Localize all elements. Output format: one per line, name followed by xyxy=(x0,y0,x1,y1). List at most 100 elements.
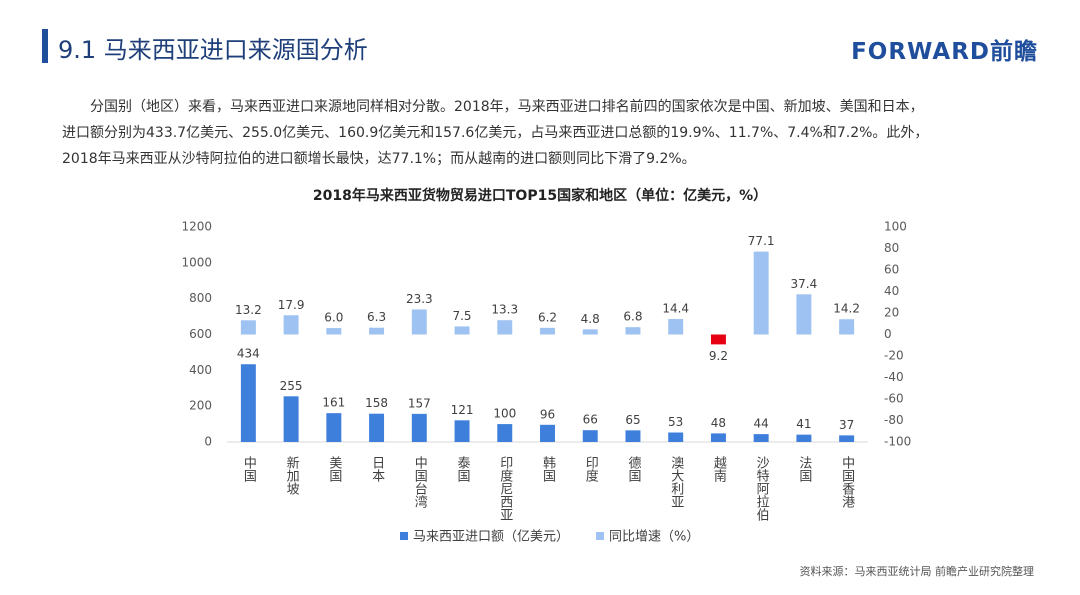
data-label: 96 xyxy=(540,407,555,421)
source: 资料来源：马来西亚统计局 前瞻产业研究院整理 xyxy=(799,565,1035,578)
data-label: 44 xyxy=(754,417,769,431)
data-label: 161 xyxy=(322,396,345,410)
bar xyxy=(240,364,256,442)
legend-swatch xyxy=(400,532,408,540)
title-accent xyxy=(42,29,48,63)
bar xyxy=(411,309,427,335)
x-tick-label: 中国 xyxy=(241,456,256,482)
bar xyxy=(283,315,299,335)
bar xyxy=(540,327,555,335)
paragraph-line: 分国别（地区）来看，马来西亚进口来源地同样相对分散。2018年，马来西亚进口排名… xyxy=(90,99,924,115)
bar xyxy=(668,319,684,335)
data-label: 17.9 xyxy=(278,298,305,312)
data-label: 6.3 xyxy=(367,310,386,324)
data-label: 23.3 xyxy=(406,292,433,306)
bar xyxy=(540,424,555,442)
y-tick-label: 1200 xyxy=(181,220,212,234)
y2-tick-label: 0 xyxy=(884,327,892,341)
data-label: 13.2 xyxy=(235,303,262,317)
data-label: 100 xyxy=(493,407,516,421)
y2-tick-label: -40 xyxy=(884,370,904,384)
data-label: 14.2 xyxy=(833,302,860,316)
y-tick-label: 1000 xyxy=(181,255,212,269)
x-tick-label: 印度尼西亚 xyxy=(497,456,513,521)
x-tick-label: 沙特阿拉伯 xyxy=(754,456,770,521)
bar xyxy=(710,334,726,345)
legend-label: 同比增速（%） xyxy=(609,530,699,545)
x-tick-label: 澳大利亚 xyxy=(668,455,684,508)
x-tick-label: 印度 xyxy=(583,456,599,482)
y2-tick-label: 80 xyxy=(884,241,899,255)
bar xyxy=(710,433,726,442)
bar xyxy=(497,424,513,442)
y2-tick-label: -20 xyxy=(884,349,904,363)
y-tick-label: 200 xyxy=(189,399,212,413)
data-label: 13.3 xyxy=(491,303,518,317)
bar xyxy=(625,430,641,442)
y2-tick-label: -60 xyxy=(884,392,904,406)
data-label: 255 xyxy=(280,379,303,393)
x-tick-label: 新加坡 xyxy=(284,455,300,495)
slide-title: 9.1 马来西亚进口来源国分析 xyxy=(58,36,368,64)
bar xyxy=(369,327,385,335)
paragraph: 分国别（地区）来看，马来西亚进口来源地同样相对分散。2018年，马来西亚进口排名… xyxy=(62,94,1042,172)
x-tick-label: 日本 xyxy=(369,456,385,482)
data-label: 37 xyxy=(839,418,854,432)
data-label: 65 xyxy=(625,413,640,427)
y-tick-label: 800 xyxy=(189,291,212,305)
x-tick-label: 越南 xyxy=(711,456,727,482)
data-label: 6.0 xyxy=(324,311,343,325)
data-label: 157 xyxy=(408,396,431,410)
bar xyxy=(454,420,470,442)
bar xyxy=(625,327,641,335)
bar xyxy=(411,413,427,442)
y2-tick-label: 20 xyxy=(884,306,899,320)
chart-title: 2018年马来西亚货物贸易进口TOP15国家和地区（单位：亿美元，%） xyxy=(313,187,767,204)
bar xyxy=(839,319,855,335)
bar xyxy=(796,434,812,442)
data-label: 6.2 xyxy=(538,310,557,324)
x-tick-label: 中国香港 xyxy=(839,456,855,508)
data-label: 66 xyxy=(583,413,598,427)
y2-tick-label: 100 xyxy=(884,220,907,234)
bar xyxy=(796,294,812,335)
x-tick-label: 德国 xyxy=(625,456,641,482)
bar xyxy=(283,396,299,442)
y-tick-label: 0 xyxy=(204,435,212,449)
data-label: 7.5 xyxy=(452,309,471,323)
bar xyxy=(753,251,769,335)
bar xyxy=(369,413,385,442)
data-label: 434 xyxy=(237,347,260,361)
data-label: 158 xyxy=(365,396,388,410)
data-label: 41 xyxy=(796,417,811,431)
data-label: 77.1 xyxy=(748,234,775,248)
bar xyxy=(326,328,342,335)
y-tick-label: 400 xyxy=(189,363,212,377)
data-label: 37.4 xyxy=(791,277,818,291)
x-tick-label: 韩国 xyxy=(540,456,556,482)
bar xyxy=(326,413,342,442)
x-tick-label: 中国台湾 xyxy=(412,456,428,508)
paragraph-line: 进口额分别为433.7亿美元、255.0亿美元、160.9亿美元和157.6亿美… xyxy=(62,125,929,141)
y2-tick-label: 40 xyxy=(884,284,899,298)
bar xyxy=(582,430,598,442)
data-label: 48 xyxy=(711,416,726,430)
logo: FORWARD前瞻 xyxy=(851,39,1038,65)
x-tick-label: 泰国 xyxy=(455,456,471,482)
y-tick-label: 600 xyxy=(189,327,212,341)
y2-tick-label: -80 xyxy=(884,413,904,427)
bar xyxy=(497,320,513,335)
data-label: 9.2 xyxy=(709,349,728,363)
paragraph-line: 2018年马来西亚从沙特阿拉伯的进口额增长最快，达77.1%；而从越南的进口额则… xyxy=(62,151,696,167)
data-label: 121 xyxy=(451,403,474,417)
data-label: 4.8 xyxy=(581,312,600,326)
legend-swatch xyxy=(596,532,605,540)
bar xyxy=(839,435,855,442)
data-label: 14.4 xyxy=(662,302,689,316)
bar xyxy=(753,434,769,442)
legend-label: 马来西亚进口额（亿美元） xyxy=(413,530,569,545)
x-tick-label: 法国 xyxy=(796,456,812,482)
bar xyxy=(454,326,470,335)
